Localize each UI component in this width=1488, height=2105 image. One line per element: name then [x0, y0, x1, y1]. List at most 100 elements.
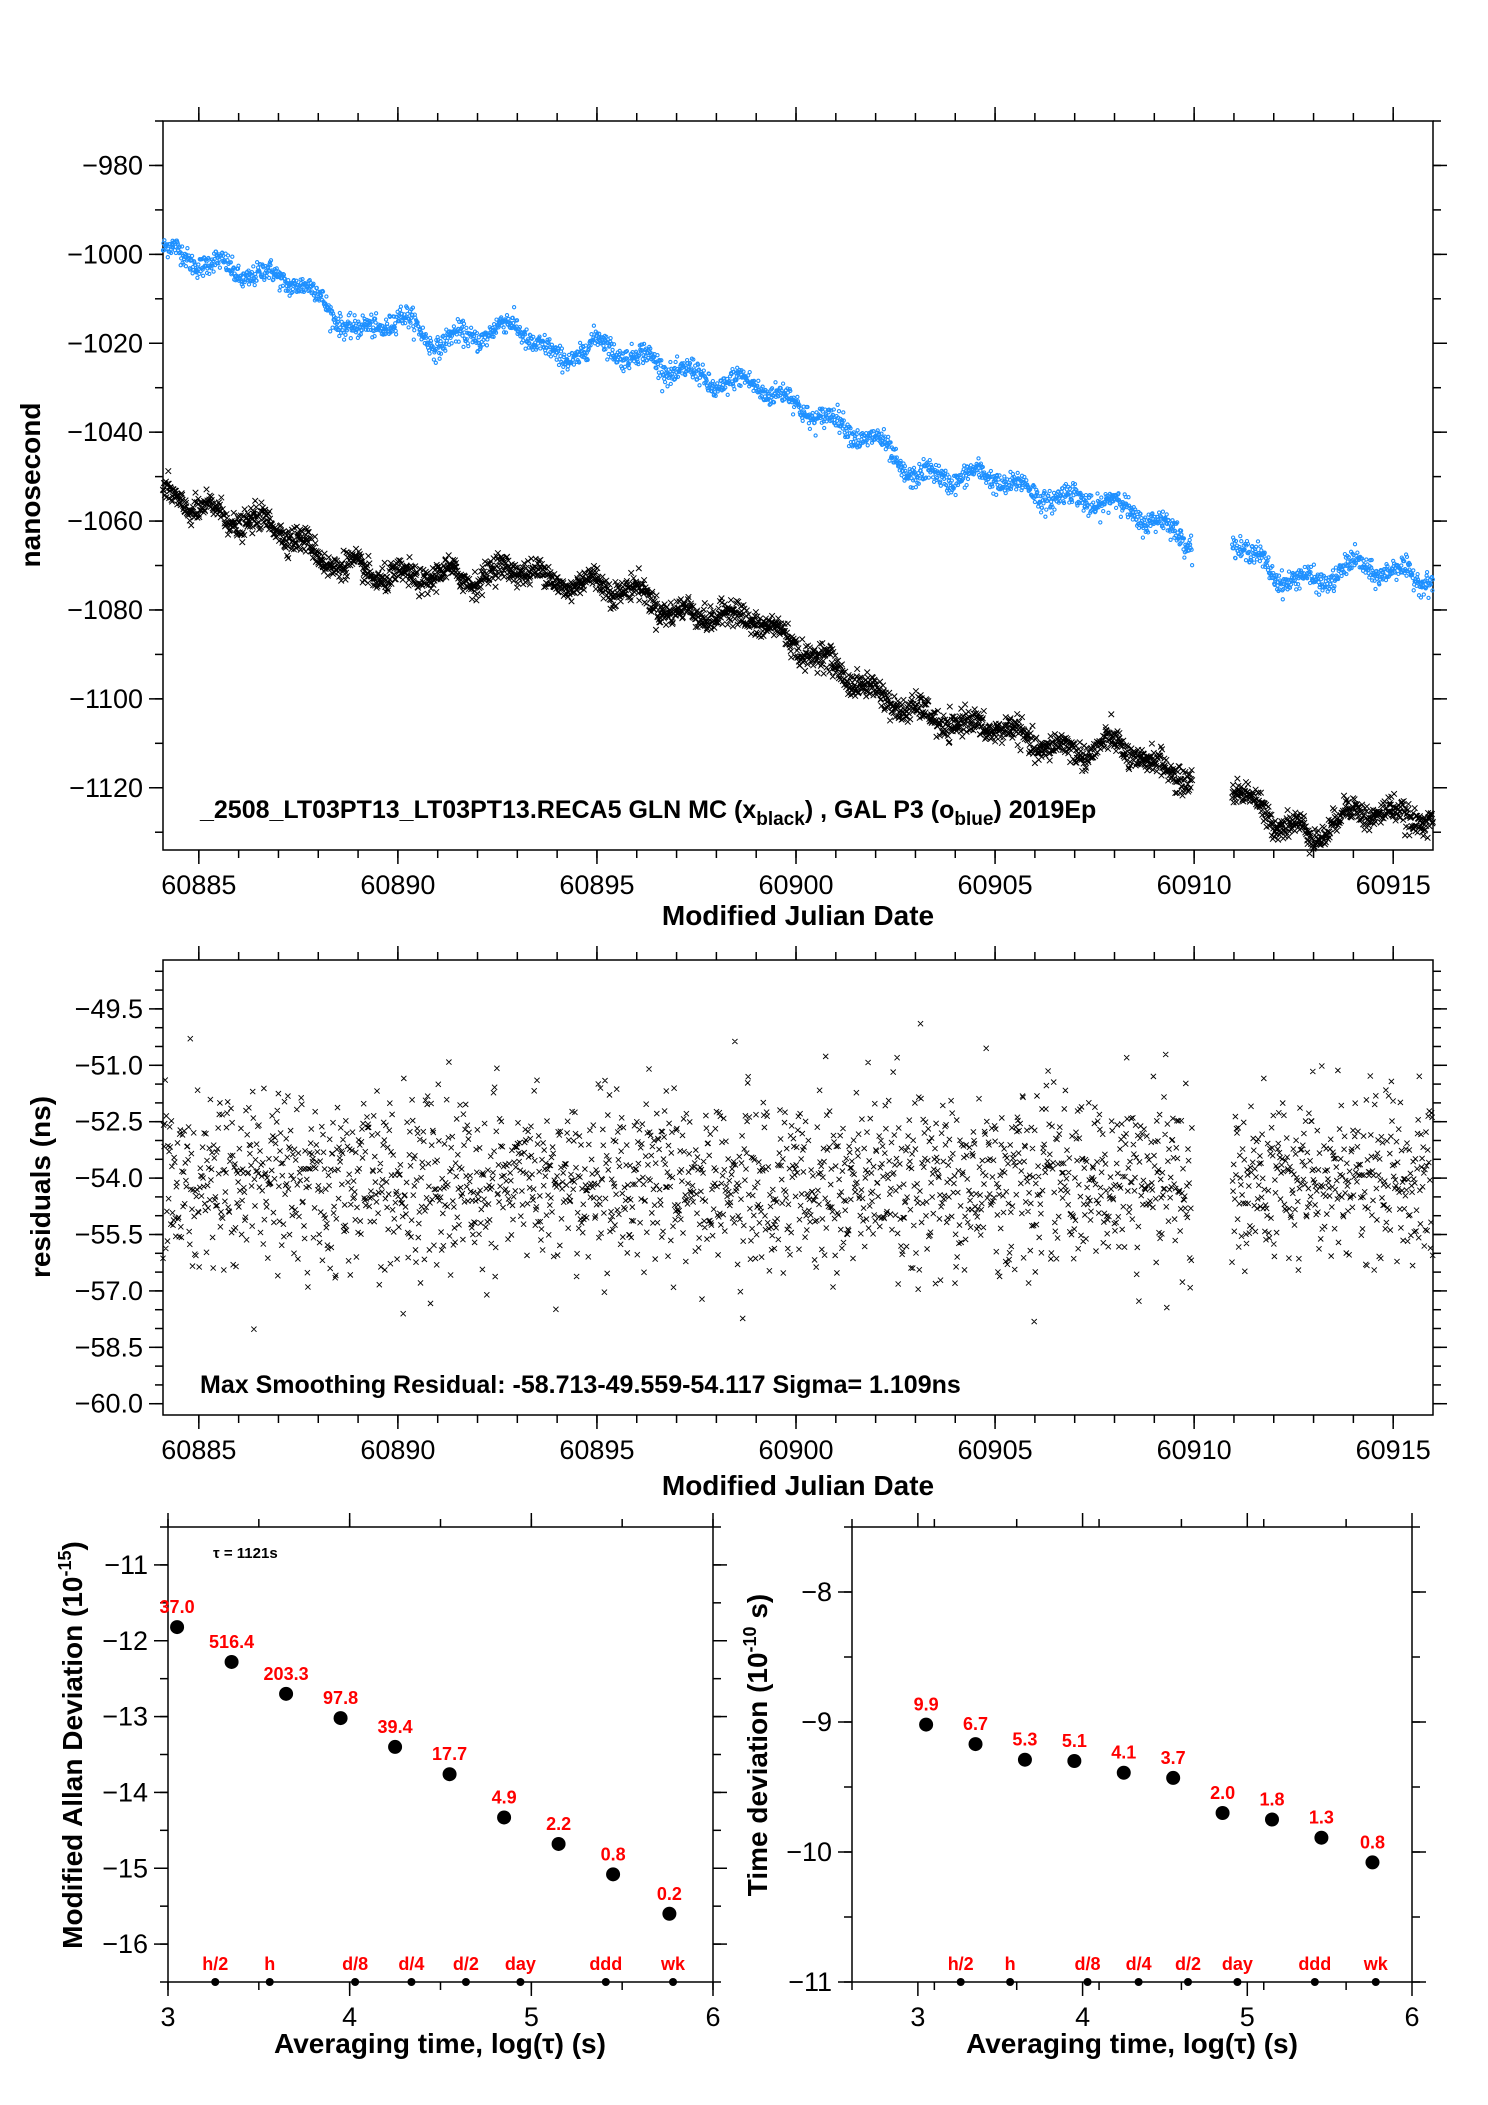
deviation-point-label: 1.8 — [1259, 1790, 1284, 1810]
x-tick-label: 4 — [342, 2002, 357, 2032]
y-tick-label: −49.5 — [75, 994, 143, 1024]
interval-marker-label: ddd — [1298, 1954, 1331, 1974]
interval-marker-label: h/2 — [202, 1954, 228, 1974]
deviation-point — [224, 1654, 239, 1669]
panel-timeseries-plot-area — [159, 238, 1436, 857]
x-tick-label: 3 — [910, 2002, 925, 2032]
panel-mdev: 3 4 5 6 −11 −12 −13 −14 −15 −16 37.0 516.4 203.3 97.… — [55, 1513, 727, 2059]
mdev-y-title-main: Modified Allan Deviation (10 — [57, 1577, 88, 1949]
interval-marker — [407, 1978, 416, 1986]
deviation-point — [551, 1836, 566, 1851]
deviation-point-label: 17.7 — [432, 1744, 467, 1764]
interval-marker-label: h — [1005, 1954, 1016, 1974]
interval-marker-label: d/4 — [1126, 1954, 1152, 1974]
panel-timeseries-y-title: nanosecond — [15, 403, 46, 568]
deviation-point — [606, 1867, 621, 1882]
deviation-point — [1314, 1830, 1329, 1845]
annotation-sub-black: black — [756, 809, 805, 830]
tdev-y-title-end: s) — [742, 1594, 773, 1627]
interval-marker — [211, 1978, 220, 1986]
series-gln-points — [159, 467, 1436, 857]
series-gal-points — [160, 238, 1435, 602]
y-tick-label: −12 — [102, 1626, 148, 1656]
interval-marker-label: d/2 — [453, 1954, 479, 1974]
x-tick-label: 60895 — [559, 1435, 634, 1465]
y-tick-label: −15 — [102, 1853, 148, 1883]
deviation-point-label: 516.4 — [209, 1632, 254, 1652]
y-tick-label: −11 — [104, 1550, 148, 1580]
y-tick-label: −16 — [102, 1929, 148, 1959]
deviation-point — [662, 1906, 677, 1921]
x-tick-label: 60910 — [1157, 1435, 1232, 1465]
x-tick-label: 60910 — [1157, 870, 1232, 900]
deviation-point — [170, 1620, 185, 1635]
panel-residuals-annotation: Max Smoothing Residual: -58.713-49.559-5… — [200, 1371, 961, 1399]
deviation-point — [968, 1737, 983, 1752]
annotation-prefix: _2508_LT03PT13_LT03PT13.RECA5 GLN MC (x — [199, 796, 756, 824]
x-tick-label: 6 — [705, 2002, 720, 2032]
deviation-point-label: 0.8 — [1360, 1832, 1385, 1852]
x-tick-label: 60900 — [758, 870, 833, 900]
x-tick-label: 5 — [1240, 2002, 1255, 2032]
residual-points — [160, 1020, 1436, 1333]
y-tick-label: −60.0 — [75, 1389, 143, 1419]
interval-marker — [516, 1978, 525, 1986]
panel-residuals: 60885 60890 60895 60900 60905 60910 60915 −49.5… — [25, 946, 1447, 1501]
interval-marker-label: d/4 — [398, 1954, 424, 1974]
interval-marker — [1134, 1978, 1143, 1986]
x-tick-label: 4 — [1075, 2002, 1090, 2032]
deviation-point-label: 4.9 — [492, 1787, 517, 1807]
y-tick-label: −9 — [801, 1707, 832, 1737]
x-tick-label: 60895 — [559, 870, 634, 900]
interval-marker-label: d/2 — [1175, 1954, 1201, 1974]
x-tick-label: 3 — [160, 2002, 175, 2032]
x-tick-label: 60915 — [1356, 1435, 1431, 1465]
y-tick-label: −10 — [786, 1837, 832, 1867]
interval-marker-label: d/8 — [342, 1954, 368, 1974]
deviation-point — [497, 1810, 512, 1825]
deviation-point — [1365, 1855, 1380, 1870]
panel-mdev-x-title: Averaging time, log(τ) (s) — [274, 2028, 606, 2059]
y-tick-label: −11 — [788, 1967, 832, 1997]
panel-tdev: 3 4 5 6 −8 −9 −10 −11 9.9 6.7 5.3 5.1 4.1 3.7 2.0 1.8 1… — [740, 1513, 1426, 2059]
y-tick-label: −8 — [801, 1577, 832, 1607]
x-tick-label: 60890 — [360, 1435, 435, 1465]
interval-marker — [1083, 1978, 1092, 1986]
interval-marker — [461, 1978, 470, 1986]
y-tick-label: −980 — [82, 150, 143, 180]
interval-marker-label: day — [505, 1954, 536, 1974]
deviation-point — [1017, 1752, 1032, 1767]
panel-tdev-y-title: Time deviation (10-10 s) — [740, 1594, 773, 1897]
panel-residuals-axes: 60885 60890 60895 60900 60905 60910 60915 −49.5… — [75, 946, 1447, 1465]
deviation-point — [1166, 1770, 1181, 1785]
deviation-point-label: 1.3 — [1309, 1808, 1334, 1828]
deviation-point — [1116, 1765, 1131, 1780]
x-tick-label: 60900 — [758, 1435, 833, 1465]
x-tick-label: 60905 — [958, 1435, 1033, 1465]
y-tick-label: −14 — [102, 1777, 148, 1807]
deviation-point — [1215, 1806, 1230, 1820]
interval-marker — [1184, 1978, 1192, 1986]
panel-timeseries-x-title: Modified Julian Date — [662, 900, 934, 931]
annotation-mid: ) , GAL P3 (o — [805, 796, 955, 824]
y-tick-label: −1060 — [67, 506, 143, 536]
deviation-point-label: 0.2 — [657, 1884, 682, 1904]
y-tick-label: −55.5 — [75, 1220, 143, 1250]
interval-marker — [265, 1978, 274, 1986]
panel-mdev-plot-area: 37.0 516.4 203.3 97.8 39.4 17.7 4.9 2.2 0.8 0.2 h/… — [160, 1597, 686, 1986]
x-tick-label: 6 — [1404, 2002, 1419, 2032]
panel-residuals-plot-area — [160, 1020, 1436, 1333]
panel-mdev-tau-label: τ = 1121s — [213, 1545, 278, 1562]
deviation-point-label: 5.3 — [1012, 1730, 1037, 1750]
interval-marker — [1006, 1978, 1015, 1986]
panel-mdev-axes: 3 4 5 6 −11 −12 −13 −14 −15 −16 — [102, 1513, 727, 2032]
panel-timeseries-frame — [162, 120, 1434, 851]
y-tick-label: −1100 — [69, 684, 143, 714]
deviation-point-label: 4.1 — [1111, 1743, 1136, 1763]
panel-tdev-x-title: Averaging time, log(τ) (s) — [966, 2028, 1298, 2059]
tdev-y-title-main: Time deviation (10 — [742, 1652, 773, 1896]
interval-marker — [1371, 1978, 1380, 1986]
panel-residuals-y-title: residuals (ns) — [25, 1096, 56, 1278]
tdev-y-title-sup: -10 — [740, 1626, 760, 1652]
